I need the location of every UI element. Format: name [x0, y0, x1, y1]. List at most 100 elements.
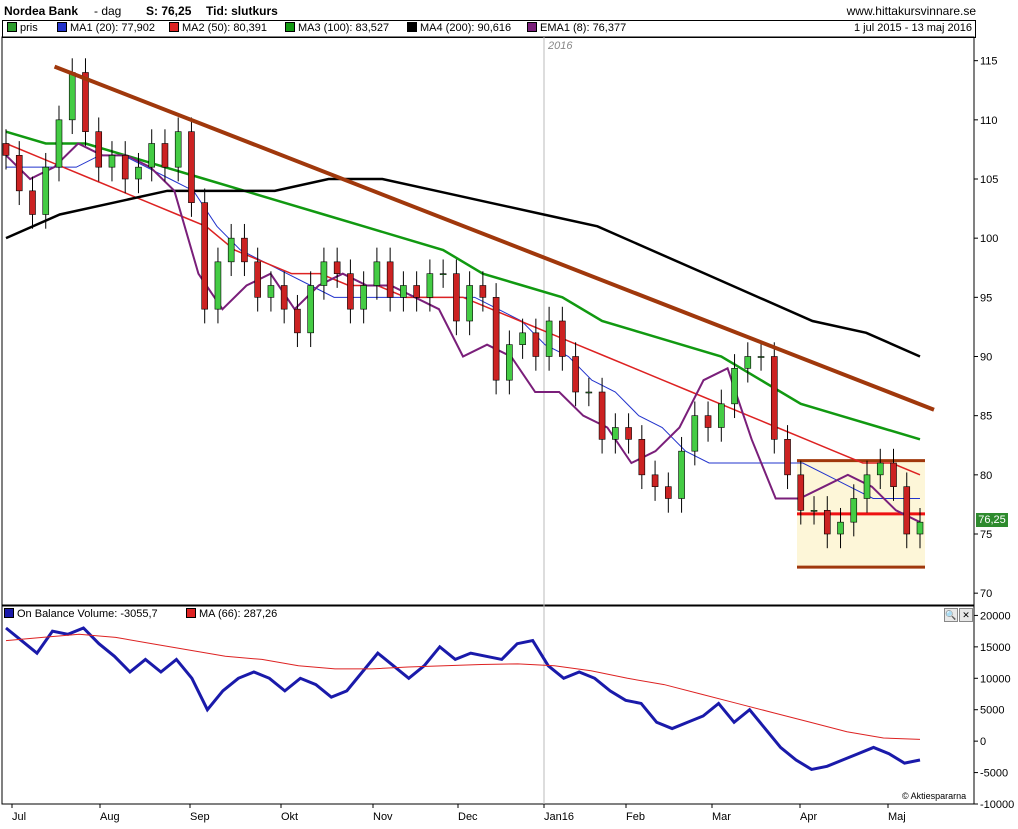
candle-body — [29, 190, 36, 215]
candle-body — [161, 143, 169, 168]
candle-body — [466, 285, 473, 322]
candle-body — [678, 450, 685, 499]
candle-body — [148, 143, 156, 168]
legend-ma2[interactable]: MA2 (50): 80,391 — [169, 22, 267, 34]
candle-body — [294, 308, 301, 334]
price-tick-label: 95 — [980, 292, 992, 304]
candle-body — [55, 119, 63, 168]
price-tick-label: 70 — [980, 588, 992, 600]
site-url[interactable]: www.hittakursvinnare.se — [846, 4, 976, 18]
candle-body — [506, 344, 513, 381]
time-tick-label: Apr — [800, 811, 817, 823]
legend-swatch — [7, 22, 17, 32]
obv-tick-label: 5000 — [980, 705, 1004, 717]
legend-obv[interactable]: On Balance Volume: -3055,7 — [4, 608, 158, 620]
price-tick-label: 80 — [980, 470, 992, 482]
chart-header: Nordea Bank - dag S: 76,25 Tid: slutkurs… — [0, 0, 1018, 20]
candle-body — [82, 72, 89, 132]
time-tick-label: Aug — [100, 811, 120, 823]
legend-ma3[interactable]: MA3 (100): 83,527 — [285, 22, 389, 34]
candle-body — [108, 155, 116, 168]
obv-tick-label: -10000 — [980, 799, 1014, 811]
legend-ema1[interactable]: EMA1 (8): 76,377 — [527, 22, 626, 34]
candle-body — [823, 510, 831, 535]
candle-body — [280, 285, 288, 310]
candle-body — [227, 237, 235, 263]
price-tick-label: 100 — [980, 233, 998, 245]
candle-body — [439, 273, 447, 275]
candle-body — [492, 297, 500, 381]
ma-line — [6, 154, 920, 499]
close-icon[interactable]: ✕ — [959, 608, 973, 622]
time-tick-label: Dec — [458, 811, 478, 823]
candle-body — [625, 427, 632, 440]
candle-body — [545, 320, 553, 357]
price-tick-label: 75 — [980, 529, 992, 541]
candle-body — [453, 273, 460, 322]
ma-line — [5, 142, 921, 524]
search-icon[interactable]: 🔍 — [944, 608, 958, 622]
obv-tick-label: 0 — [980, 736, 986, 748]
obv-axis: -10000 -5000 0 5000 10000 15000 20000 — [974, 610, 1014, 811]
trendline — [53, 64, 935, 412]
legend-ma1[interactable]: MA1 (20): 77,902 — [57, 22, 155, 34]
candle-body — [360, 285, 367, 310]
candle-body — [598, 391, 606, 440]
price-panel-frame — [1, 36, 975, 606]
candle-body — [837, 521, 844, 535]
candle-body — [770, 356, 778, 440]
candle-body — [479, 285, 487, 298]
legend-swatch — [285, 22, 295, 32]
candles — [2, 58, 924, 549]
credit-label: © Aktiespararna — [902, 791, 967, 801]
candle-body — [307, 285, 314, 334]
candle-body — [121, 155, 129, 180]
candle-body — [850, 498, 858, 523]
candle-body — [612, 427, 619, 440]
legend-swatch — [527, 22, 537, 32]
time-type-label: Tid: slutkurs — [206, 4, 278, 18]
time-tick-label: Maj — [888, 811, 906, 823]
candle-body — [784, 439, 791, 476]
candle-body — [426, 273, 434, 298]
candle-body — [651, 474, 659, 487]
legend-swatch — [4, 608, 14, 618]
obv-tick-label: -5000 — [980, 768, 1008, 780]
time-tick-label: Nov — [373, 811, 393, 823]
interval-label: - dag — [94, 4, 122, 18]
legend-obv-ma[interactable]: MA (66): 287,26 — [186, 608, 277, 620]
price-tick-label: 115 — [980, 56, 998, 68]
legend-ma4[interactable]: MA4 (200): 90,616 — [407, 22, 511, 34]
candle-body — [890, 462, 897, 487]
candle-body — [267, 285, 275, 298]
legend-swatch — [57, 22, 67, 32]
stock-title: Nordea Bank — [4, 4, 79, 18]
candle-body — [585, 391, 593, 394]
candle-body — [704, 415, 712, 428]
price-tick-label: 110 — [980, 115, 998, 127]
candle-body — [810, 510, 818, 512]
candle-body — [413, 285, 420, 298]
candle-body — [916, 521, 924, 535]
candle-body — [638, 439, 646, 476]
candle-body — [532, 332, 540, 357]
legend-price[interactable]: pris — [7, 22, 38, 34]
price-tick-label: 85 — [980, 411, 992, 423]
time-tick-label: Feb — [626, 811, 645, 823]
year-marker: 2016 — [547, 40, 573, 52]
candle-body — [691, 415, 699, 452]
candle-body — [42, 166, 50, 215]
date-range: 1 jul 2015 - 13 maj 2016 — [853, 22, 972, 34]
last-price-box: 76,25 — [976, 513, 1008, 527]
moving-averages — [5, 130, 921, 524]
candle-body — [174, 131, 182, 168]
price-axis: 70 75 80 85 90 95 100 105 110 115 — [974, 56, 998, 600]
obv-lines — [5, 626, 921, 772]
price-tick-label: 90 — [980, 352, 992, 364]
candle-body — [757, 356, 765, 358]
candle-body — [903, 486, 911, 535]
legend-swatch — [407, 22, 417, 32]
ma-line — [5, 177, 921, 358]
time-axis: Jul Aug Sep Okt Nov Dec Jan16 Feb Mar Apr Maj — [11, 804, 906, 823]
